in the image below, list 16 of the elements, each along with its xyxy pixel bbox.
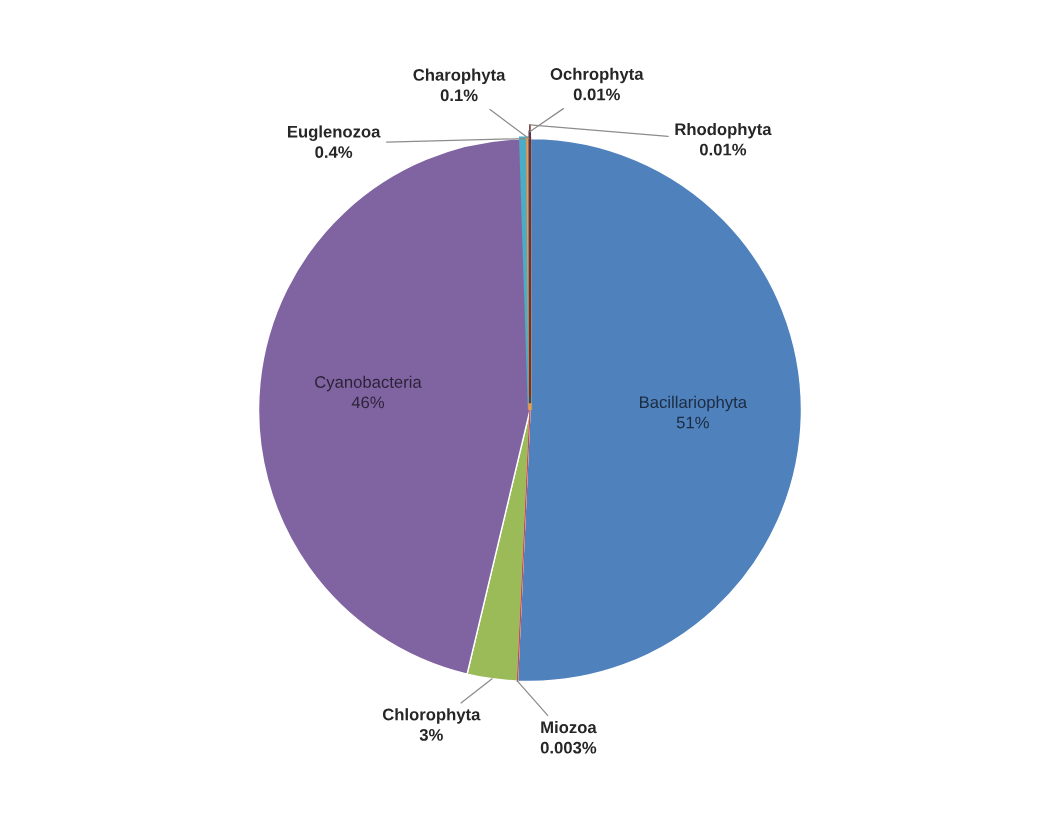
data-label: 0.1%	[440, 89, 478, 102]
data-label: 0.4%	[315, 146, 353, 159]
data-label: 0.01%	[699, 143, 747, 156]
slice-label: Euglenozoa	[287, 125, 381, 141]
data-label: 3%	[419, 728, 443, 741]
slice-label: Chlorophyta	[382, 708, 481, 724]
data-label: 0.003%	[540, 741, 597, 754]
data-label: 51%	[676, 416, 709, 429]
slice-label: Charophyta	[413, 68, 506, 85]
data-label: 0.01%	[573, 88, 620, 101]
slice-label: Rhodophyta	[675, 122, 772, 139]
slice-label: Miozoa	[541, 720, 597, 734]
slice-label: Cyanobacteria	[315, 375, 422, 392]
slice-label: Ochrophyta	[550, 67, 644, 84]
data-label: 46%	[351, 396, 385, 409]
slice-label: Bacillariophyta	[640, 395, 748, 412]
